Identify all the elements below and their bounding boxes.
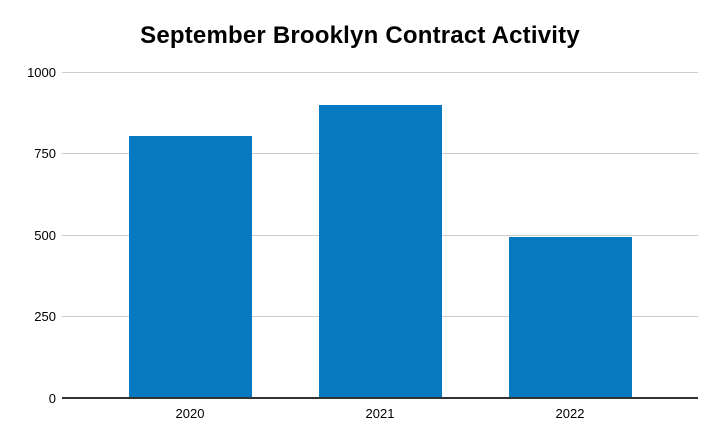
y-axis-tick-label-500: 500 xyxy=(34,227,56,243)
y-axis-tick-label-250: 250 xyxy=(34,309,56,324)
gridline-1000 xyxy=(62,71,698,73)
x-axis-tick-label-2020: 2020 xyxy=(175,406,205,421)
chart-title: September Brooklyn Contract Activity xyxy=(140,22,580,49)
y-axis-tick-label-1000: 1000 xyxy=(27,64,56,80)
y-axis-tick-label-0: 0 xyxy=(48,390,56,406)
x-axis-tick-label-2021: 2021 xyxy=(365,406,395,421)
bar-2020 xyxy=(128,135,252,398)
bar-2021 xyxy=(318,104,442,398)
x-axis-tick-label-2022: 2022 xyxy=(555,406,585,421)
bar-2022 xyxy=(508,237,632,398)
y-axis-tick-label-750: 750 xyxy=(34,146,56,161)
x-axis-line xyxy=(62,397,698,399)
